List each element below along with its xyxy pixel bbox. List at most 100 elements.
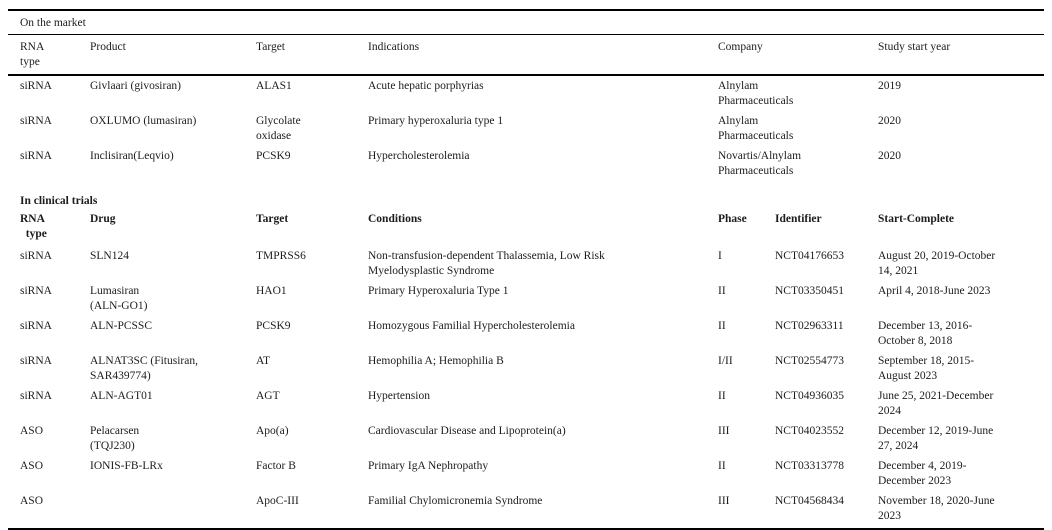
table-row: siRNA ALN-AGT01 AGT Hypertension II NCT0… <box>8 386 1044 421</box>
table-row: ASO IONIS-FB-LRx Factor B Primary IgA Ne… <box>8 456 1044 491</box>
table-cell: 2020 <box>878 150 901 162</box>
table-cell: HAO1 <box>256 285 287 297</box>
table-cell: Hypertension <box>368 390 430 402</box>
table-cell: siRNA <box>20 150 52 162</box>
section-title-row-trials: In clinical trials <box>8 181 1044 212</box>
table-cell: siRNA <box>20 320 52 332</box>
table-cell: NCT03350451 <box>775 285 844 297</box>
table-cell: siRNA <box>20 80 52 92</box>
table-cell: September 18, 2015- August 2023 <box>878 355 975 382</box>
table-cell: I/II <box>718 355 733 367</box>
table-cell: siRNA <box>20 115 52 127</box>
table-cell <box>90 491 256 530</box>
table-cell: siRNA <box>20 285 52 297</box>
header-start-complete: Start-Complete <box>878 213 955 225</box>
table-cell: Primary Hyperoxaluria Type 1 <box>368 285 509 297</box>
header-target: Target <box>256 34 368 76</box>
table-cell: Acute hepatic porphyrias <box>368 80 484 92</box>
table-cell: December 4, 2019- December 2023 <box>878 460 967 487</box>
table-cell: III <box>718 491 775 530</box>
table-row: siRNA OXLUMO (lumasiran) Glycolate oxida… <box>8 111 1044 146</box>
table-cell: IONIS-FB-LRx <box>90 460 163 472</box>
table-row: siRNA SLN124 TMPRSS6 Non-transfusion-dep… <box>8 246 1044 281</box>
table-cell: Alnylam Pharmaceuticals <box>718 80 794 107</box>
table-cell: 2019 <box>878 80 901 92</box>
table-cell: Pelacarsen (TQJ230) <box>90 425 140 452</box>
table-cell: NCT03313778 <box>775 460 844 472</box>
table-cell: Alnylam Pharmaceuticals <box>718 115 794 142</box>
table-cell: Familial Chylomicronemia Syndrome <box>368 491 718 530</box>
table-cell: siRNA <box>20 390 52 402</box>
table-cell: PCSK9 <box>256 150 291 162</box>
table-cell: April 4, 2018-June 2023 <box>878 285 991 297</box>
table-cell: Factor B <box>256 460 296 472</box>
table-cell: ALNAT3SC (Fitusiran, SAR439774) <box>90 355 198 382</box>
table-cell: PCSK9 <box>256 320 291 332</box>
header-phase: Phase <box>718 213 747 225</box>
table-cell: OXLUMO (lumasiran) <box>90 115 197 127</box>
table-cell: ASO <box>20 425 44 437</box>
market-header-row: RNA type Product Target Indications Comp… <box>8 34 1045 76</box>
table-cell: December 13, 2016- October 8, 2018 <box>878 320 973 347</box>
table-cell: SLN124 <box>90 250 129 262</box>
table-cell: Hemophilia A; Hemophilia B <box>368 355 504 367</box>
table-cell: NCT04568434 <box>775 491 878 530</box>
header-indications: Indications <box>368 34 718 76</box>
table-cell: II <box>718 460 726 472</box>
table-cell: siRNA <box>20 250 52 262</box>
trials-header-row: RNA type Drug Target Conditions Phase Id… <box>8 212 1044 246</box>
table-cell: August 20, 2019-October 14, 2021 <box>878 250 996 277</box>
table-cell: siRNA <box>20 355 52 367</box>
header-conditions: Conditions <box>368 213 422 225</box>
table-cell: NCT04023552 <box>775 425 844 437</box>
table-cell: III <box>718 425 730 437</box>
header-company: Company <box>718 34 878 76</box>
table-cell: NCT02963311 <box>775 320 844 332</box>
table-cell: November 18, 2020-June 2023 <box>878 491 1045 530</box>
table-cell: II <box>718 320 726 332</box>
header-target: Target <box>256 213 289 225</box>
table-cell: Apo(a) <box>256 425 289 437</box>
table-cell: ASO <box>8 491 90 530</box>
table-row: siRNA Givlaari (givosiran) ALAS1 Acute h… <box>8 75 1044 111</box>
section-title-row-market: On the market <box>8 9 1045 35</box>
table-cell: June 25, 2021-December 2024 <box>878 390 994 417</box>
table-cell: AT <box>256 355 271 367</box>
table-cell: ALN-AGT01 <box>90 390 153 402</box>
table-cell: Novartis/Alnylam Pharmaceuticals <box>718 150 802 177</box>
header-product: Product <box>90 34 256 76</box>
table-cell: NCT04936035 <box>775 390 844 402</box>
section-title-market: On the market <box>8 9 1045 35</box>
table-cell: Hypercholesterolemia <box>368 150 470 162</box>
table-row: siRNA ALN-PCSSC PCSK9 Homozygous Familia… <box>8 316 1044 351</box>
table-cell: December 12, 2019-June 27, 2024 <box>878 425 994 452</box>
table-cell: Homozygous Familial Hypercholesterolemia <box>368 320 575 332</box>
table-cell: NCT04176653 <box>775 250 844 262</box>
table-cell: II <box>718 285 726 297</box>
section-title-trials: In clinical trials <box>20 195 98 207</box>
table-cell: ApoC-III <box>256 491 368 530</box>
header-rna-type: RNA type <box>20 213 47 240</box>
table-row: siRNA Inclisiran(Leqvio) PCSK9 Hyperchol… <box>8 146 1044 181</box>
table-cell: TMPRSS6 <box>256 250 306 262</box>
table-row: siRNA ALNAT3SC (Fitusiran, SAR439774) AT… <box>8 351 1044 386</box>
table-cell: Non-transfusion-dependent Thalassemia, L… <box>368 250 605 277</box>
table-cell: Inclisiran(Leqvio) <box>90 150 174 162</box>
table-cell: Glycolate oxidase <box>256 115 301 142</box>
header-study-start-year: Study start year <box>878 34 1045 76</box>
table-cell: Givlaari (givosiran) <box>90 80 182 92</box>
table-cell: I <box>718 250 722 262</box>
header-identifier: Identifier <box>775 213 822 225</box>
table-cell: Primary IgA Nephropathy <box>368 460 489 472</box>
table-cell: NCT02554773 <box>775 355 844 367</box>
table-cell: Primary hyperoxaluria type 1 <box>368 115 504 127</box>
table-cell: Lumasiran (ALN-GO1) <box>90 285 148 312</box>
table-cell: Cardiovascular Disease and Lipoprotein(a… <box>368 425 566 437</box>
table-cell: ALAS1 <box>256 80 292 92</box>
header-drug: Drug <box>90 213 116 225</box>
rna-therapeutics-table: On the market RNA type Product Target In… <box>8 9 1045 530</box>
table-cell: AGT <box>256 390 280 402</box>
table-row: ASO Pelacarsen (TQJ230) Apo(a) Cardiovas… <box>8 421 1044 456</box>
table-row: ASO ApoC-III Familial Chylomicronemia Sy… <box>8 491 1045 530</box>
header-rna-type: RNA type <box>8 34 90 76</box>
